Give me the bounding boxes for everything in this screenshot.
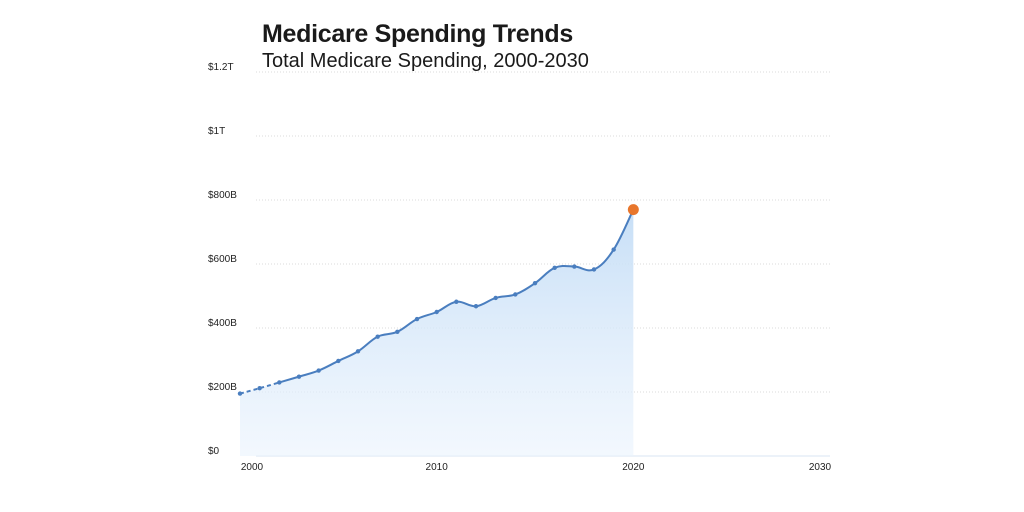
data-point	[454, 299, 459, 304]
data-point	[355, 349, 361, 354]
x-axis-ticks: 2000 2010 2020 2030	[241, 462, 832, 473]
data-point	[572, 264, 577, 269]
highlight-point	[627, 204, 639, 216]
x-tick-label: 2030	[809, 462, 832, 473]
x-tick-label: 2000	[241, 462, 264, 473]
data-point	[532, 281, 538, 286]
data-point	[375, 334, 380, 339]
plot-area	[237, 204, 639, 456]
y-tick-label: $1.2T	[208, 62, 234, 73]
y-tick-label: $1T	[208, 126, 225, 137]
chart-title: Medicare Spending Trends	[262, 20, 573, 48]
data-point	[237, 391, 243, 396]
y-tick-label: $800B	[208, 190, 237, 201]
y-axis-ticks: $0 $200B $400B $600B $800B $1T $1.2T	[208, 62, 237, 457]
series-line-dashed	[239, 381, 280, 395]
y-tick-label: $400B	[208, 318, 237, 329]
data-point	[473, 304, 479, 309]
data-point	[591, 267, 597, 272]
data-point	[296, 374, 302, 379]
data-point	[513, 292, 518, 297]
data-point	[395, 329, 400, 335]
data-point	[414, 316, 420, 322]
x-tick-label: 2020	[622, 462, 645, 473]
data-point	[552, 265, 557, 271]
data-point	[257, 385, 262, 391]
y-tick-label: $200B	[208, 382, 237, 393]
x-tick-label: 2010	[426, 462, 449, 473]
y-tick-label: $600B	[208, 254, 237, 265]
data-point	[434, 309, 439, 315]
data-point	[277, 380, 282, 385]
chart-subtitle: Total Medicare Spending, 2000-2030	[262, 50, 589, 72]
data-point	[611, 247, 616, 252]
data-point	[336, 358, 341, 364]
series-area-fill	[240, 209, 634, 456]
y-tick-label: $0	[208, 446, 220, 457]
data-point	[316, 368, 321, 373]
data-point	[493, 295, 498, 301]
